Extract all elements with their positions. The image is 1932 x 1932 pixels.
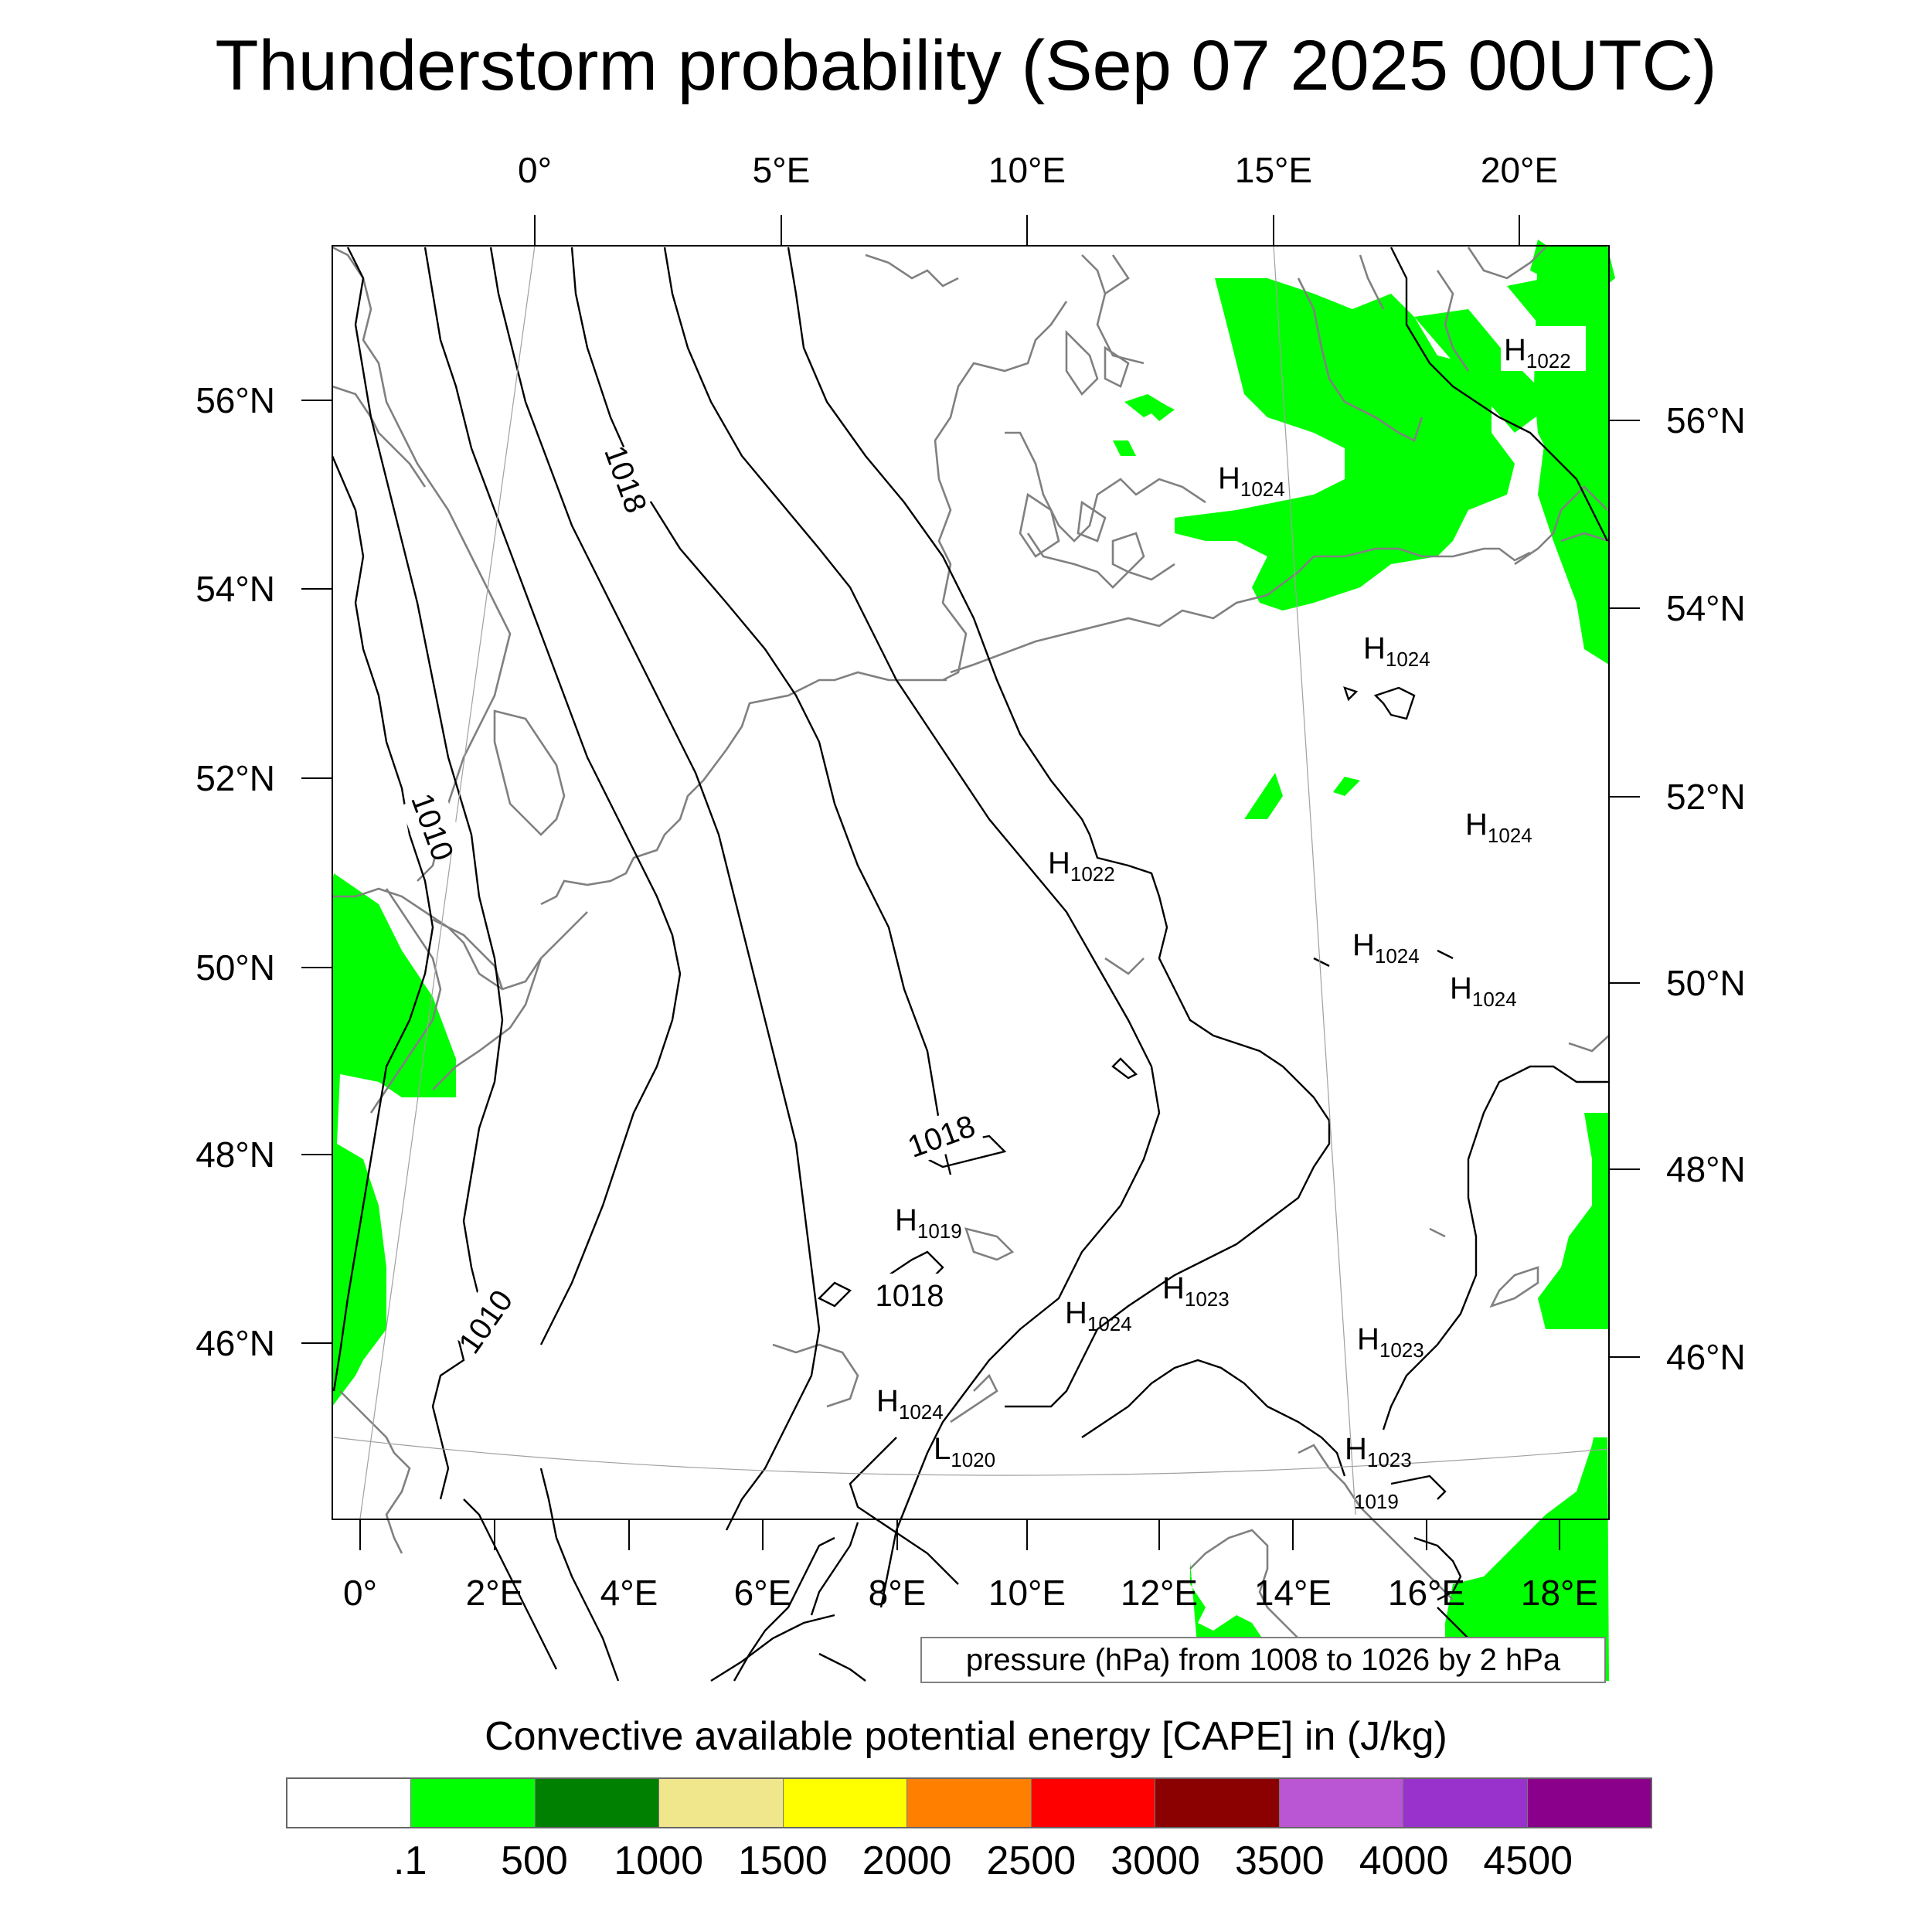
colorbar-tick-label: 500 xyxy=(501,1838,568,1883)
contour-info-box: pressure (hPa) from 1008 to 1026 by 2 hP… xyxy=(920,1637,1606,1683)
right-lat-label: 52°N xyxy=(1666,777,1746,817)
colorbar-title: Convective available potential energy [C… xyxy=(485,1714,1447,1759)
colorbar-swatch xyxy=(1527,1779,1651,1827)
left-lat-label: 48°N xyxy=(196,1134,275,1175)
bottom-lon-label: 14°E xyxy=(1254,1573,1332,1613)
map-title: Thunderstorm probability (Sep 07 2025 00… xyxy=(215,26,1717,105)
bottom-lon-label: 16°E xyxy=(1388,1573,1465,1613)
colorbar-swatch xyxy=(411,1779,536,1827)
left-lat-label: 50°N xyxy=(196,947,275,988)
pressure-center: H1024 xyxy=(1218,461,1285,501)
colorbar-swatch xyxy=(535,1779,660,1827)
colorbar-swatch xyxy=(1155,1779,1280,1827)
right-lat-label: 56°N xyxy=(1666,400,1746,440)
pressure-center: H1023 xyxy=(1162,1271,1230,1311)
pressure-center: H1024 xyxy=(1465,808,1532,847)
pressure-center: L1020 xyxy=(934,1432,995,1471)
top-lon-label: 20°E xyxy=(1481,150,1558,190)
graticule xyxy=(333,245,1610,1519)
pressure-center: H1022 xyxy=(1504,333,1571,372)
left-lat-label: 52°N xyxy=(196,758,275,798)
right-lat-label: 46°N xyxy=(1666,1337,1746,1377)
tick-marks xyxy=(301,215,1640,1550)
top-lon-label: 15°E xyxy=(1235,150,1312,190)
coastlines xyxy=(332,246,1610,1678)
contour-label: 1018 xyxy=(876,1279,944,1313)
colorbar-tick-label: 4500 xyxy=(1483,1838,1573,1883)
pressure-center: H1024 xyxy=(1352,928,1420,968)
colorbar-tick-label: .1 xyxy=(393,1838,427,1883)
top-lon-label: 5°E xyxy=(753,150,811,190)
top-lon-labels: 0° 5°E 10°E 15°E 20°E xyxy=(518,150,1558,190)
left-lat-label: 56°N xyxy=(196,380,275,420)
colorbar-tick-label: 4000 xyxy=(1359,1838,1449,1883)
pressure-center: 1019 xyxy=(1354,1490,1399,1513)
colorbar-labels: .1 500 1000 1500 2000 2500 3000 3500 4000 4500 xyxy=(286,1838,1652,1884)
colorbar-tick-label: 1500 xyxy=(738,1838,828,1883)
colorbar-tick-label: 3500 xyxy=(1234,1838,1325,1883)
bottom-lon-label: 12°E xyxy=(1121,1573,1198,1613)
colorbar-swatch xyxy=(1279,1779,1404,1827)
colorbar-swatch xyxy=(287,1779,412,1827)
top-lon-label: 10°E xyxy=(988,150,1066,190)
bottom-lon-label: 18°E xyxy=(1521,1573,1598,1613)
left-lat-labels: 56°N 54°N 52°N 50°N 48°N 46°N xyxy=(196,380,275,1363)
pressure-center: H1024 xyxy=(1450,971,1517,1011)
right-lat-label: 48°N xyxy=(1666,1149,1746,1189)
colorbar-swatch xyxy=(659,1779,784,1827)
bottom-lon-label: 10°E xyxy=(988,1573,1066,1613)
isobars xyxy=(331,247,1609,1682)
pressure-center: H1019 xyxy=(895,1203,962,1243)
pressure-center: H1024 xyxy=(1065,1296,1132,1335)
bottom-lon-label: 8°E xyxy=(869,1573,927,1613)
left-lat-label: 54°N xyxy=(196,569,275,609)
bottom-lon-label: 2°E xyxy=(466,1573,524,1613)
pressure-center: H1024 xyxy=(876,1384,944,1423)
pressure-center: H1024 xyxy=(1363,631,1430,671)
colorbar-tick-label: 2000 xyxy=(862,1838,952,1883)
pressure-center: H1023 xyxy=(1357,1322,1424,1362)
colorbar-swatch xyxy=(1403,1779,1528,1827)
bottom-lon-label: 6°E xyxy=(734,1573,792,1613)
top-lon-label: 0° xyxy=(518,150,552,190)
right-lat-label: 54°N xyxy=(1666,588,1746,628)
bottom-lon-label: 0° xyxy=(343,1573,377,1613)
colorbar-tick-label: 1000 xyxy=(614,1838,704,1883)
right-lat-label: 50°N xyxy=(1666,963,1746,1003)
colorbar-swatch xyxy=(783,1779,908,1827)
colorbar-tick-label: 2500 xyxy=(986,1838,1077,1883)
right-lat-labels: 56°N 54°N 52°N 50°N 48°N 46°N xyxy=(1666,400,1746,1377)
bottom-lon-labels: 0° 2°E 4°E 6°E 8°E 10°E 12°E 14°E 16°E 1… xyxy=(343,1573,1598,1613)
left-lat-label: 46°N xyxy=(196,1323,275,1363)
colorbar-tick-label: 3000 xyxy=(1111,1838,1200,1883)
cape-shading xyxy=(332,240,1615,1681)
pressure-center: H1023 xyxy=(1345,1432,1412,1471)
bottom-lon-label: 4°E xyxy=(600,1573,658,1613)
colorbar xyxy=(286,1777,1652,1828)
colorbar-swatch xyxy=(1031,1779,1156,1827)
plot-frame xyxy=(332,245,1610,1520)
pressure-center: H1022 xyxy=(1048,846,1115,886)
colorbar-swatch xyxy=(907,1779,1032,1827)
pressure-centers: H1022 H1024 H1024 H1024 H1022 H1024 H102… xyxy=(876,326,1586,1513)
